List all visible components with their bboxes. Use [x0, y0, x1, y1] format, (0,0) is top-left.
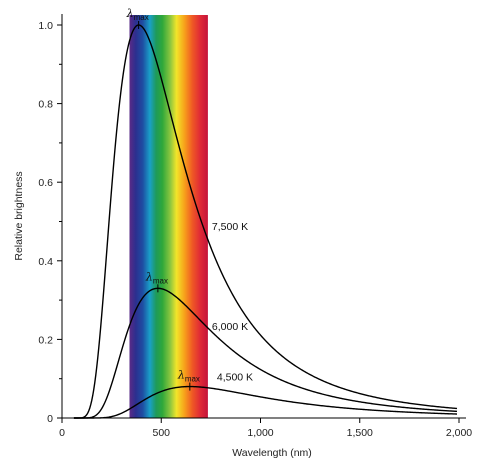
- lambda-max-label-6000k: λmax: [145, 270, 168, 285]
- series-label-7500k: 7,500 K: [212, 221, 248, 233]
- axes: [61, 14, 466, 419]
- lambda-max-label-7500k: λmax: [126, 7, 149, 22]
- x-tick-label: 1,000: [247, 427, 273, 439]
- curves: [73, 24, 458, 419]
- peak-markers: λmax λmax λmax: [126, 7, 200, 391]
- x-tick-label: 1,500: [347, 427, 373, 439]
- y-ticks: 0 0.2 0.4 0.6 0.8 1.0: [38, 20, 62, 425]
- y-tick-label: 0.4: [38, 256, 53, 268]
- y-tick-label: 0.2: [38, 334, 53, 346]
- visible-spectrum-band: [129, 15, 208, 418]
- y-axis-title: Relative brightness: [13, 171, 25, 260]
- curve-4500k: [73, 385, 458, 419]
- y-tick-label: 0.6: [38, 177, 53, 189]
- series-label-6000k: 6,000 K: [212, 321, 248, 333]
- lambda-max-label-4500k: λmax: [177, 369, 200, 384]
- x-ticks: 0 500 1,000 1,500 2,000: [59, 418, 472, 439]
- curve-7500k: [73, 24, 458, 419]
- y-tick-label: 1.0: [38, 20, 53, 32]
- x-axis-title: Wavelength (nm): [232, 447, 312, 459]
- series-labels: 7,500 K 6,000 K 4,500 K: [212, 221, 253, 384]
- curve-6000k: [73, 287, 458, 419]
- x-tick-label: 500: [152, 427, 170, 439]
- x-tick-label: 2,000: [446, 427, 472, 439]
- series-label-4500k: 4,500 K: [217, 371, 253, 383]
- y-tick-label: 0.8: [38, 99, 53, 111]
- x-tick-label: 0: [59, 427, 65, 439]
- y-tick-label: 0: [47, 413, 53, 425]
